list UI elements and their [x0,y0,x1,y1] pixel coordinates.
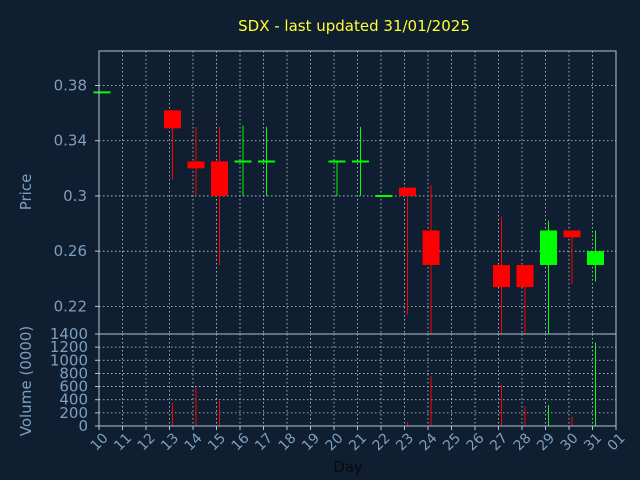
x-tick-label: 22 [370,430,394,454]
x-tick-label: 27 [487,430,511,454]
x-tick-label: 26 [464,430,488,454]
volume-panel-frame [98,333,617,427]
x-tick-label: 20 [323,430,347,454]
x-tick-label: 01 [605,430,629,454]
x-tick-label: 24 [417,430,441,454]
candle-body [211,161,228,196]
candle-body [187,161,205,169]
price-y-tick-label: 0.38 [54,77,87,95]
volume-axis-label: Volume (0000) [17,326,35,436]
price-y-tick-label: 0.26 [54,242,87,260]
volume-y-tick-label: 200 [59,404,88,422]
candle-body [563,230,581,238]
candle-body [422,230,440,265]
x-tick-label: 17 [252,430,276,454]
candle-body [516,264,534,288]
x-tick-label: 30 [558,430,582,454]
volume-y-tick-label: 1000 [50,351,88,369]
candle-body [587,251,604,265]
x-tick-label: 31 [581,430,605,454]
x-tick-label: 19 [299,430,323,454]
x-tick-label: 13 [158,430,182,454]
x-tick-label: 11 [111,430,135,454]
volume-bars [172,342,596,426]
price-y-tick-label: 0.34 [54,132,87,150]
candle-body [540,230,557,265]
price-axis-label: Price [17,174,35,211]
x-tick-label: 29 [534,430,558,454]
price-grid [99,51,616,334]
price-candles [93,91,604,334]
candle-body [164,110,181,129]
price-y-tick-label: 0.22 [54,297,87,315]
x-tick-label: 16 [229,430,253,454]
chart-title: SDX - last updated 31/01/2025 [238,17,470,35]
candle-body [493,264,510,288]
volume-grid [99,334,616,426]
x-tick-label: 14 [182,430,206,454]
volume-y-tick-label: 1200 [50,338,88,356]
x-tick-label: 25 [440,430,464,454]
price-y-ticks: 0.38 0.34 0.3 0.26 0.22 [54,77,99,315]
volume-y-tick-label: 400 [59,391,88,409]
x-tick-label: 28 [511,430,535,454]
volume-y-tick-label: 1400 [50,325,88,343]
volume-y-tick-label: 600 [59,378,88,396]
x-ticks: 10 11 12 13 14 15 16 17 18 19 20 21 22 23 24 25 26 27 28 29… [88,426,629,454]
x-tick-label: 18 [276,430,300,454]
volume-y-tick-label: 0 [78,417,88,435]
x-tick-label: 21 [346,430,370,454]
x-tick-label: 10 [88,430,112,454]
x-tick-label: 12 [135,430,159,454]
x-tick-label: 15 [205,430,229,454]
candle-body [399,187,416,196]
volume-y-tick-label: 800 [59,364,88,382]
x-tick-label: 23 [393,430,417,454]
price-y-tick-label: 0.3 [63,187,87,205]
x-axis-label: Day [333,458,363,476]
